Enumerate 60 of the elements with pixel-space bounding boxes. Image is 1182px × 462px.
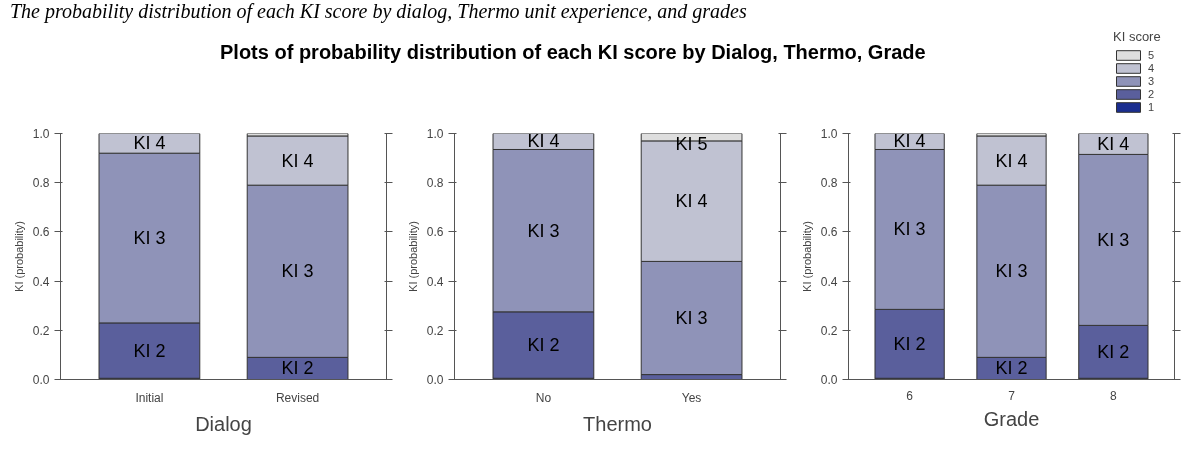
y-tick-label: 0.2	[820, 323, 838, 338]
data-label: KI 3	[893, 219, 926, 240]
y-axis-title: KI (probability)	[800, 221, 813, 292]
y-tick-label: 0.6	[426, 225, 444, 240]
x-tick-label: No	[535, 390, 552, 405]
y-tick-label: 1.0	[426, 127, 444, 141]
y-tick-label: 0.8	[32, 176, 50, 191]
y-tick-label: 0.8	[426, 176, 444, 191]
x-axis-title: Grade	[983, 407, 1040, 430]
legend-label: 3	[1148, 75, 1156, 87]
data-label: KI 2	[893, 333, 926, 354]
y-tick-label: 0.0	[820, 373, 838, 387]
data-label: KI 2	[133, 340, 166, 361]
data-label: KI 4	[133, 133, 166, 154]
text: Plots of probability distribution of each KI score by Dialog, Thermo, Grade	[220, 40, 926, 65]
y-tick-label: 0.6	[820, 225, 838, 240]
x-tick-label: 6	[906, 388, 914, 403]
legend-label: 4	[1148, 62, 1156, 74]
x-tick-label: Yes	[681, 390, 702, 405]
x-tick-label: 8	[1110, 388, 1118, 403]
data-label: KI 4	[995, 150, 1028, 171]
data-label: KI 4	[675, 191, 708, 212]
data-label: KI 3	[675, 308, 708, 328]
legend-label: 5	[1148, 49, 1156, 61]
data-label: KI 4	[527, 131, 560, 152]
legend-label: 2	[1148, 88, 1156, 100]
y-tick-label: 0.8	[820, 176, 838, 191]
x-axis-title: Dialog	[195, 412, 252, 435]
text: The probability distribution of each KI score by dialog, Thermo unit experience, and grades	[10, 0, 747, 22]
y-axis-title: KI (probability)	[406, 221, 419, 292]
y-tick-label: 0.4	[426, 274, 444, 289]
data-label: KI 2	[995, 358, 1028, 379]
data-label: KI 3	[527, 220, 560, 241]
data-label: KI 2	[281, 358, 314, 379]
data-label: KI 5	[675, 133, 708, 154]
x-axis-title: Thermo	[583, 412, 652, 435]
data-label: KI 3	[133, 228, 166, 249]
data-label: KI 2	[1097, 341, 1130, 362]
data-label: KI 3	[1097, 229, 1130, 250]
data-label: KI 4	[1097, 133, 1130, 154]
y-tick-label: 0.0	[32, 373, 50, 387]
y-tick-label: 0.2	[426, 323, 444, 338]
y-tick-label: 0.4	[820, 274, 838, 289]
y-tick-label: 0.2	[32, 323, 50, 338]
data-label: KI 3	[281, 261, 314, 282]
x-tick-label: Initial	[135, 390, 164, 405]
legend-label: 1	[1148, 101, 1156, 113]
y-tick-label: 0.6	[32, 225, 50, 240]
y-tick-label: 1.0	[820, 127, 838, 141]
data-label: KI 4	[893, 131, 926, 152]
y-tick-label: 1.0	[32, 127, 50, 141]
data-label: KI 4	[281, 150, 314, 171]
x-tick-label: Revised	[275, 390, 320, 405]
x-tick-label: 7	[1008, 388, 1016, 403]
y-tick-label: 0.0	[426, 373, 444, 387]
data-label: KI 2	[527, 335, 560, 356]
y-tick-label: 0.4	[32, 274, 50, 289]
data-label: KI 3	[995, 261, 1028, 282]
y-axis-title: KI (probability)	[12, 221, 25, 292]
legend-title: KI score	[1113, 29, 1162, 44]
